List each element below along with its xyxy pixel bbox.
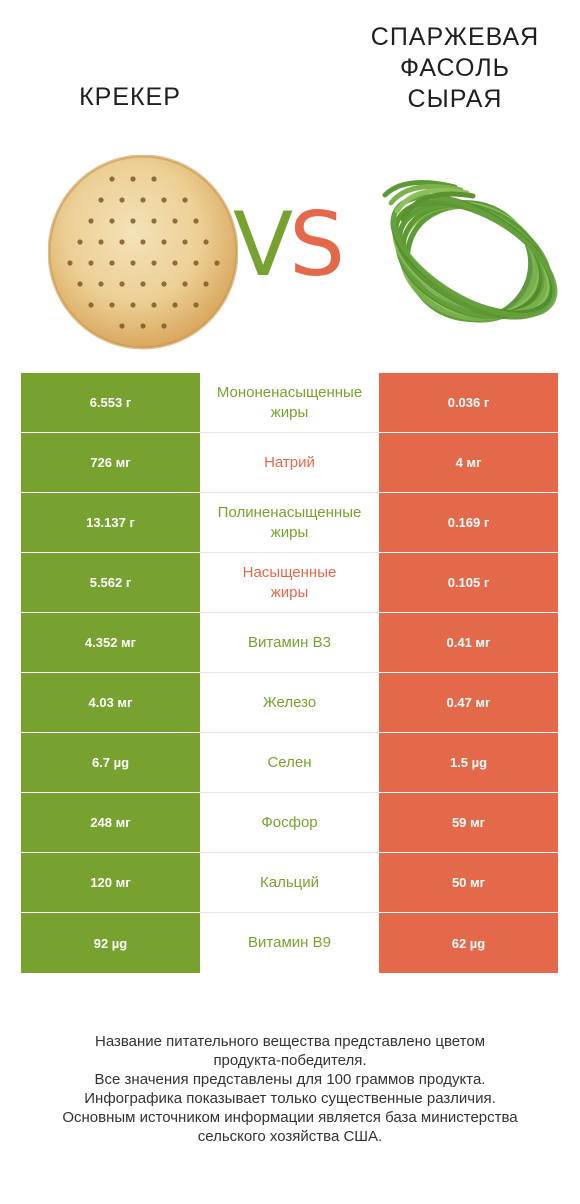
left-value: 13.137 г: [21, 493, 200, 553]
footer-line: сельского хозяйства США.: [197, 1128, 383, 1145]
nutrient-name-line: жиры: [270, 523, 309, 541]
nutrient-name-line: Железо: [262, 693, 317, 711]
table-row: 92 µg Витамин B9 62 µg: [21, 913, 558, 973]
nutrient-name: Железо: [200, 673, 379, 733]
green-beans-image: [382, 180, 558, 323]
left-value: 6.553 г: [21, 373, 200, 433]
product-right-title: СПАРЖЕВАЯ ФАСОЛЬ СЫРАЯ: [350, 22, 560, 115]
table-row: 6.553 г Мононенасыщенные жиры 0.036 г: [21, 373, 558, 433]
right-value: 59 мг: [379, 793, 558, 853]
table-row: 4.03 мг Железо 0.47 мг: [21, 673, 558, 733]
nutrient-name: Селен: [200, 733, 379, 793]
nutrient-name: Фосфор: [200, 793, 379, 853]
right-value: 50 мг: [379, 853, 558, 913]
right-value: 0.47 мг: [379, 673, 558, 733]
nutrient-name-line: Полиненасыщенные: [217, 503, 362, 521]
table-row: 120 мг Кальций 50 мг: [21, 853, 558, 913]
nutrient-name: Мононенасыщенные жиры: [200, 373, 379, 433]
right-value: 4 мг: [379, 433, 558, 493]
nutrient-name-line: жиры: [270, 403, 309, 421]
table-row: 6.7 µg Селен 1.5 µg: [21, 733, 558, 793]
nutrient-name-line: Натрий: [264, 453, 315, 471]
nutrient-name-line: Витамин B9: [248, 934, 331, 951]
product-right-title-line: ФАСОЛЬ: [399, 54, 511, 82]
table-row: 13.137 г Полиненасыщенные жиры 0.169 г: [21, 493, 558, 553]
nutrient-name: Витамин B3: [200, 613, 379, 673]
nutrient-name: Полиненасыщенные жиры: [200, 493, 379, 553]
left-value: 5.562 г: [21, 553, 200, 613]
footer-line: продукта-победителя.: [213, 1052, 367, 1069]
left-value: 6.7 µg: [21, 733, 200, 793]
footer-line: Все значения представлены для 100 граммо…: [94, 1071, 486, 1088]
product-right-title-line: СЫРАЯ: [407, 85, 503, 113]
nutrient-name-line: Насыщенные: [242, 563, 337, 581]
nutrient-name-line: жиры: [270, 583, 309, 601]
nutrient-name-line: Витамин B3: [248, 633, 331, 651]
nutrient-name: Витамин B9: [200, 913, 379, 973]
cracker-image: [48, 155, 238, 350]
versus-label: VS: [222, 195, 352, 295]
footer-notes: Название питательного вещества представл…: [15, 1032, 565, 1146]
left-value: 248 мг: [21, 793, 200, 853]
right-value: 1.5 µg: [379, 733, 558, 793]
table-row: 4.352 мг Витамин B3 0.41 мг: [21, 613, 558, 673]
nutrient-name-line: Селен: [267, 753, 312, 771]
nutrient-name-line: Фосфор: [261, 813, 318, 831]
right-value: 62 µg: [379, 913, 558, 973]
nutrient-name: Кальций: [200, 853, 379, 913]
nutrient-name-line: Мононенасыщенные: [216, 383, 363, 401]
right-value: 0.036 г: [379, 373, 558, 433]
table-row: 726 мг Натрий 4 мг: [21, 433, 558, 493]
versus-s: S: [289, 193, 345, 296]
right-value: 0.41 мг: [379, 613, 558, 673]
left-value: 92 µg: [21, 913, 200, 973]
footer-line: Основным источником информации является …: [62, 1109, 518, 1126]
right-value: 0.169 г: [379, 493, 558, 553]
nutrient-name: Насыщенные жиры: [200, 553, 379, 613]
nutrient-name: Натрий: [200, 433, 379, 493]
comparison-table: 6.553 г Мононенасыщенные жиры 0.036 г 726 мг…: [21, 373, 558, 973]
versus-v: V: [232, 193, 293, 296]
nutrient-name-line: Кальций: [260, 873, 319, 891]
left-value: 726 мг: [21, 433, 200, 493]
footer-line: Инфографика показывает только существенн…: [84, 1090, 496, 1107]
footer-line: Название питательного вещества представл…: [94, 1033, 486, 1050]
table-row: 248 мг Фосфор 59 мг: [21, 793, 558, 853]
product-right-title-line: СПАРЖЕВАЯ: [370, 23, 540, 51]
product-left-title: КРЕКЕР: [79, 83, 181, 111]
left-value: 120 мг: [21, 853, 200, 913]
left-value: 4.352 мг: [21, 613, 200, 673]
left-value: 4.03 мг: [21, 673, 200, 733]
table-row: 5.562 г Насыщенные жиры 0.105 г: [21, 553, 558, 613]
right-value: 0.105 г: [379, 553, 558, 613]
